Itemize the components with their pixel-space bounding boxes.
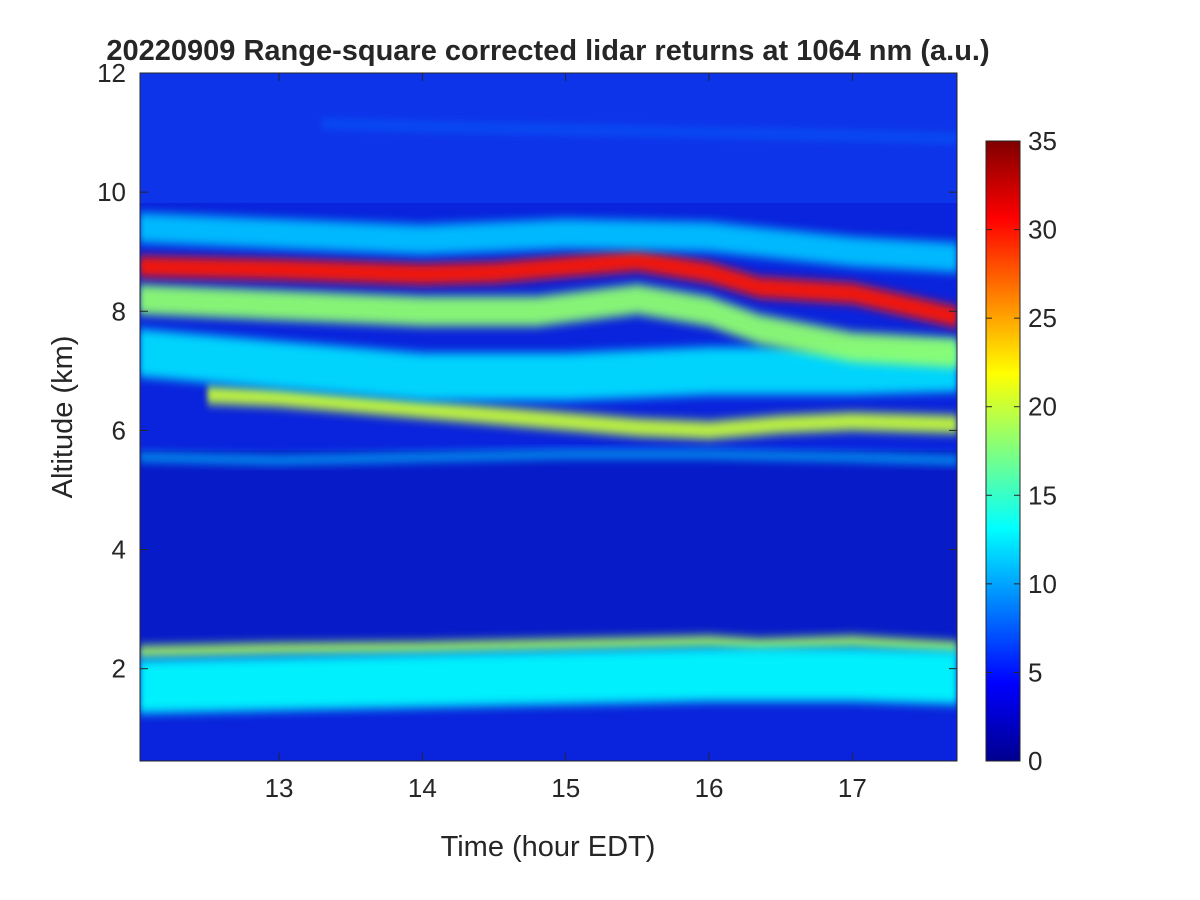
heatmap-layers [140, 121, 957, 714]
colorbar-tick-label: 20 [1028, 392, 1057, 422]
layer-boundary-layer-body [140, 647, 957, 714]
layer-boundary-layer-top [140, 635, 957, 658]
colorbar-tick-label: 15 [1028, 480, 1057, 510]
plot-frame [139, 72, 958, 762]
background-upper-band [140, 73, 957, 203]
x-tick-label: 15 [551, 773, 580, 803]
layer-cirrus-lower [140, 284, 957, 368]
colorbar-ticks: 0 5 10 15 20 25 30 35 [986, 126, 1057, 776]
layer-cloud-6.4km [207, 385, 957, 440]
colorbar: 0 5 10 15 20 25 30 35 [985, 126, 1057, 776]
background-mid-band [140, 450, 957, 650]
colorbar-tick-label: 0 [1028, 746, 1042, 776]
colorbar-tick-label: 10 [1028, 569, 1057, 599]
y-axis-label: Altitude (km) [47, 336, 79, 499]
layer-cirrus-core [140, 250, 957, 328]
chart-title: 20220909 Range-square corrected lidar re… [106, 35, 989, 67]
y-axis: 2 4 6 8 10 12 [97, 58, 957, 684]
y-tick-label: 4 [112, 535, 126, 565]
layer-thin-cirrus-11km [322, 121, 957, 141]
layer-cloud-7.3km [140, 329, 957, 401]
x-tick-label: 13 [265, 773, 294, 803]
x-axis: 13 14 15 16 17 [265, 73, 867, 803]
y-tick-label: 12 [97, 58, 126, 88]
colorbar-tick-label: 25 [1028, 303, 1057, 333]
layer-cirrus-halo [140, 213, 957, 273]
x-axis-label: Time (hour EDT) [441, 831, 656, 863]
y-tick-label: 10 [97, 177, 126, 207]
x-tick-label: 14 [408, 773, 437, 803]
plot-area: 13 14 15 16 17 2 4 6 8 10 12 [97, 58, 958, 803]
y-tick-label: 8 [112, 296, 126, 326]
x-tick-label: 16 [695, 773, 724, 803]
colorbar-tick-label: 35 [1028, 126, 1057, 156]
y-tick-label: 6 [112, 415, 126, 445]
colorbar-tick-label: 30 [1028, 215, 1057, 245]
y-tick-label: 2 [112, 654, 126, 684]
layer-cloud-5.5km [140, 450, 957, 464]
x-tick-label: 17 [838, 773, 867, 803]
colorbar-gradient [985, 140, 1021, 762]
colorbar-tick-label: 5 [1028, 657, 1042, 687]
